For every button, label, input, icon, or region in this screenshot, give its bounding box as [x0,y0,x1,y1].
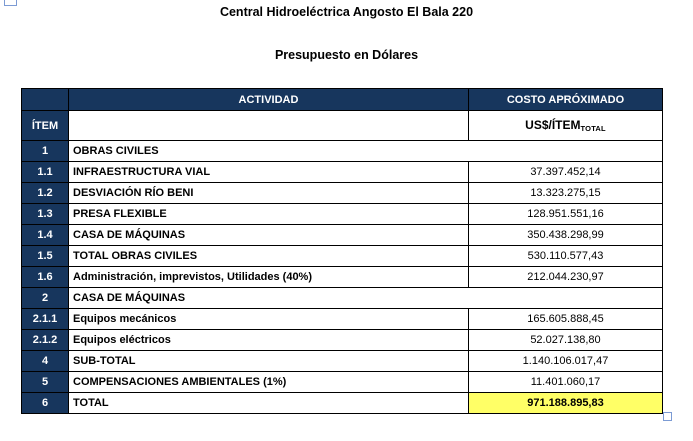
item-column-header-spacer [21,88,69,111]
item-cell: 2.1.1 [21,308,69,330]
table-row: 1.5 TOTAL OBRAS CIVILES 530.110.577,43 [21,245,663,267]
activity-cell: COMPENSACIONES AMBIENTALES (1%) [68,371,469,393]
activity-cell: SUB-TOTAL [68,350,469,372]
cost-cell: 52.027.138,80 [468,329,663,351]
item-cell: 6 [21,392,69,414]
table-header-row-1: ACTIVIDAD COSTO APRÓXIMADO [21,88,663,111]
cost-cell: 1.140.106.017,47 [468,350,663,372]
table-row: 2.1.1 Equipos mecánicos 165.605.888,45 [21,308,663,330]
item-cell: 2 [21,287,69,309]
item-cell: 1.1 [21,161,69,183]
item-cell: 1.4 [21,224,69,246]
table-row: 1.1 INFRAESTRUCTURA VIAL 37.397.452,14 [21,161,663,183]
cost-cell: 212.044.230,97 [468,266,663,288]
item-cell: 1.5 [21,245,69,267]
table-row: 2.1.2 Equipos eléctricos 52.027.138,80 [21,329,663,351]
activity-cell: DESVIACIÓN RÍO BENI [68,182,469,204]
cost-cell: 350.438.298,99 [468,224,663,246]
table-row: 5 COMPENSACIONES AMBIENTALES (1%) 11.401.0… [21,371,663,393]
activity-cell: Equipos eléctricos [68,329,469,351]
table-row: 1.2 DESVIACIÓN RÍO BENI 13.323.275,15 [21,182,663,204]
table-row: 4 SUB-TOTAL 1.140.106.017,47 [21,350,663,372]
cost-cell: 530.110.577,43 [468,245,663,267]
cost-cell: 11.401.060,17 [468,371,663,393]
unit-header: US$/ÍTEMTOTAL [468,110,663,141]
item-cell: 1.6 [21,266,69,288]
table-row: 1.3 PRESA FLEXIBLE 128.951.551,16 [21,203,663,225]
activity-cell: CASA DE MÁQUINAS [68,224,469,246]
item-column-header: ÍTEM [21,110,69,141]
document-subtitle: Presupuesto en Dólares [274,48,419,62]
activity-cell: PRESA FLEXIBLE [68,203,469,225]
table-move-handle-icon[interactable] [4,0,17,6]
table-row: 1.4 CASA DE MÁQUINAS 350.438.298,99 [21,224,663,246]
total-cost-cell: 971.188.895,83 [468,392,663,414]
section-activity-cell: OBRAS CIVILES [68,140,663,162]
cost-cell: 128.951.551,16 [468,203,663,225]
cost-column-header: COSTO APRÓXIMADO [468,88,663,111]
unit-header-subscript: TOTAL [580,124,606,133]
unit-header-main: US$/ÍTEM [525,118,581,132]
activity-cell: TOTAL OBRAS CIVILES [68,245,469,267]
table-row: 6 TOTAL 971.188.895,83 [21,392,663,414]
item-cell: 5 [21,371,69,393]
cost-cell: 165.605.888,45 [468,308,663,330]
activity-cell: INFRAESTRUCTURA VIAL [68,161,469,183]
activity-cell: Administración, imprevistos, Utilidades … [68,266,469,288]
activity-cell: Equipos mecánicos [68,308,469,330]
activity-header-empty-cell [68,110,469,141]
cost-cell: 37.397.452,14 [468,161,663,183]
item-cell: 4 [21,350,69,372]
section-activity-cell: CASA DE MÁQUINAS [68,287,663,309]
document-title: Central Hidroeléctrica Angosto El Bala 2… [219,5,474,19]
budget-table: ACTIVIDAD COSTO APRÓXIMADO ÍTEM US$/ÍTEM… [21,88,663,414]
item-cell: 1.3 [21,203,69,225]
table-row: 1.6 Administración, imprevistos, Utilidad… [21,266,663,288]
item-cell: 2.1.2 [21,329,69,351]
cost-cell: 13.323.275,15 [468,182,663,204]
table-resize-handle-icon[interactable] [663,412,672,421]
table-row: 1 OBRAS CIVILES [21,140,663,162]
item-cell: 1.2 [21,182,69,204]
table-row: 2 CASA DE MÁQUINAS [21,287,663,309]
activity-column-header: ACTIVIDAD [68,88,469,111]
item-cell: 1 [21,140,69,162]
activity-cell: TOTAL [68,392,469,414]
table-header-row-2: ÍTEM US$/ÍTEMTOTAL [21,110,663,141]
